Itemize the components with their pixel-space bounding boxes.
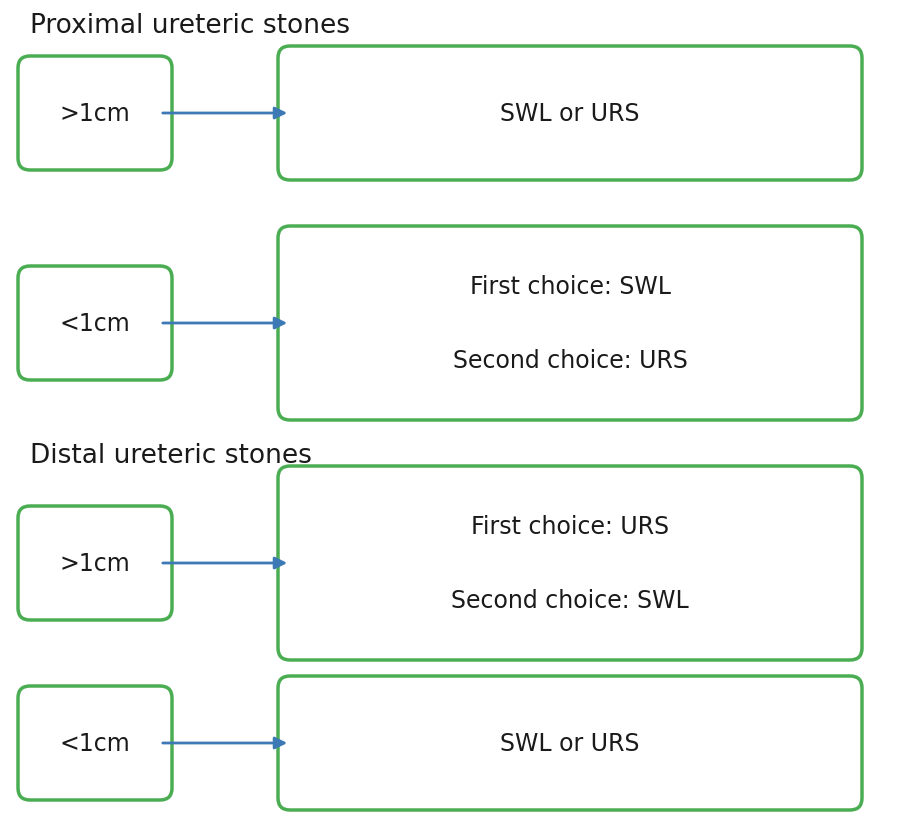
FancyBboxPatch shape (278, 47, 861, 181)
FancyBboxPatch shape (278, 227, 861, 421)
Text: >1cm: >1cm (60, 102, 130, 126)
FancyBboxPatch shape (278, 676, 861, 810)
Text: Second choice: URS: Second choice: URS (452, 349, 686, 373)
FancyBboxPatch shape (18, 267, 172, 381)
Text: Distal ureteric stones: Distal ureteric stones (30, 442, 312, 469)
Text: SWL or URS: SWL or URS (499, 731, 639, 755)
Text: <1cm: <1cm (60, 731, 130, 755)
Text: First choice: SWL: First choice: SWL (469, 274, 670, 298)
Text: <1cm: <1cm (60, 311, 130, 335)
Text: First choice: URS: First choice: URS (470, 514, 668, 538)
Text: >1cm: >1cm (60, 551, 130, 575)
FancyBboxPatch shape (18, 57, 172, 171)
FancyBboxPatch shape (18, 686, 172, 800)
Text: SWL or URS: SWL or URS (499, 102, 639, 126)
Text: Proximal ureteric stones: Proximal ureteric stones (30, 13, 349, 39)
Text: Second choice: SWL: Second choice: SWL (451, 589, 688, 613)
FancyBboxPatch shape (18, 507, 172, 620)
FancyBboxPatch shape (278, 466, 861, 660)
